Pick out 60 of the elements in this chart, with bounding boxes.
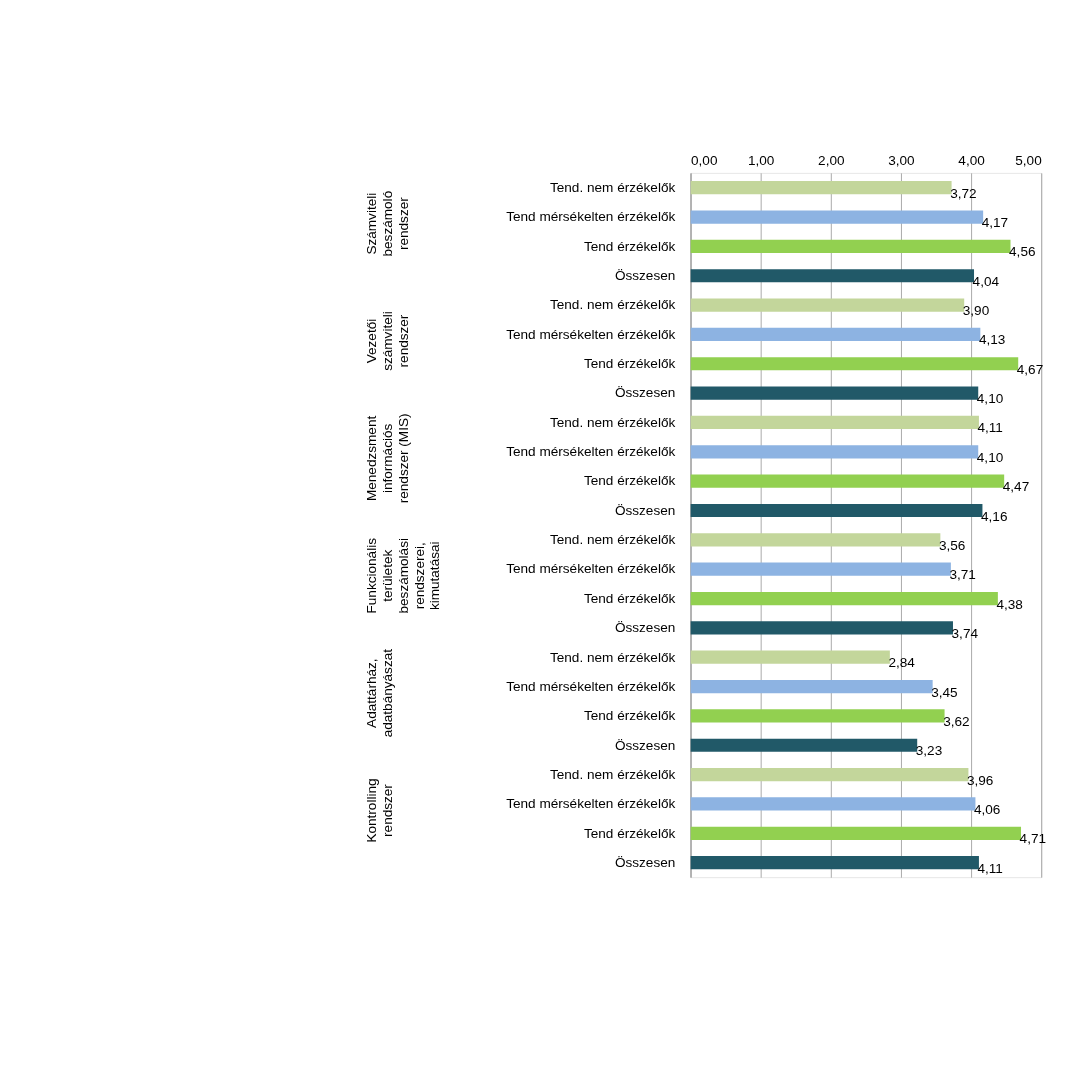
data-label: 4,06 bbox=[974, 801, 1001, 817]
data-label: 4,38 bbox=[996, 596, 1023, 612]
y-tick-label: Tend. nem érzékelők bbox=[549, 414, 676, 430]
data-label: 3,90 bbox=[962, 303, 990, 319]
data-label: 4,67 bbox=[1016, 361, 1044, 377]
y-tick-label: Tend mérsékelten érzékelők bbox=[506, 444, 676, 460]
data-label: 2,84 bbox=[888, 655, 916, 671]
text: Vezetői számviteli rendszer bbox=[364, 311, 411, 371]
y-tick-label: Tend mérsékelten érzékelők bbox=[506, 561, 676, 577]
data-label: 4,10 bbox=[976, 391, 1004, 407]
x-tick-label: 3,00 bbox=[888, 152, 916, 168]
y-tick-label: Összesen bbox=[614, 620, 676, 636]
data-label: 4,11 bbox=[977, 860, 1003, 876]
data-label: 3,74 bbox=[951, 625, 979, 641]
data-label: 4,71 bbox=[1019, 831, 1047, 847]
y-tick-label: Összesen bbox=[614, 385, 676, 401]
data-label: 4,04 bbox=[972, 273, 1000, 289]
text: Számviteli beszámoló rendszer bbox=[364, 190, 411, 257]
y-tick-label: Tend. nem érzékelők bbox=[549, 766, 676, 782]
y-tick-label: Összesen bbox=[614, 268, 676, 284]
data-label: 4,47 bbox=[1002, 479, 1030, 495]
x-tick-label: 2,00 bbox=[818, 152, 845, 168]
data-label: 3,62 bbox=[943, 713, 970, 729]
data-label: 3,56 bbox=[938, 537, 966, 553]
data-label: 4,16 bbox=[981, 508, 1008, 524]
y-tick-label: Tend. nem érzékelők bbox=[549, 297, 676, 313]
x-tick-label: 0,00 bbox=[691, 152, 718, 168]
y-tick-label: Tend. nem érzékelők bbox=[549, 180, 676, 195]
data-label: 4,11 bbox=[977, 420, 1003, 436]
data-label: 4,13 bbox=[978, 332, 1006, 348]
data-label: 3,23 bbox=[915, 743, 943, 759]
text: Funkcionális területek beszámolási rendszerei, kimutatásai bbox=[364, 537, 443, 614]
data-label: 4,56 bbox=[1009, 244, 1036, 260]
y-tick-label: Tend. nem érzékelők bbox=[549, 649, 676, 665]
y-tick-label: Tend érzékelők bbox=[583, 473, 676, 489]
y-tick-label: Tend mérsékelten érzékelők bbox=[506, 796, 676, 812]
y-tick-label: Összesen bbox=[614, 502, 676, 518]
text: Adattárház, adatbányászat bbox=[364, 648, 396, 738]
data-label: 3,72 bbox=[950, 185, 977, 201]
y-tick-label: Tend érzékelők bbox=[583, 238, 676, 254]
y-tick-label: Tend mérsékelten érzékelők bbox=[506, 678, 676, 694]
text: Menedzsment információs rendszer (MIS) bbox=[364, 413, 411, 504]
y-tick-label: Tend mérsékelten érzékelők bbox=[506, 209, 676, 225]
y-tick-label: Tend. nem érzékelők bbox=[549, 532, 676, 548]
x-tick-label: 1,00 bbox=[747, 152, 775, 168]
data-label: 4,17 bbox=[981, 215, 1009, 231]
data-label: 4,10 bbox=[976, 449, 1004, 465]
data-label: 3,71 bbox=[949, 567, 976, 583]
y-tick-label: Tend mérsékelten érzékelők bbox=[506, 326, 676, 342]
y-tick-label: Összesen bbox=[614, 737, 676, 753]
y-tick-label: Tend érzékelők bbox=[583, 590, 676, 606]
text: Kontrolling rendszer bbox=[364, 778, 396, 843]
y-tick-label: Tend érzékelők bbox=[583, 356, 676, 372]
y-tick-label: Összesen bbox=[614, 854, 676, 870]
x-tick-label: 5,00 bbox=[1015, 152, 1043, 168]
y-tick-label: Tend érzékelők bbox=[583, 708, 676, 724]
x-tick-label: 4,00 bbox=[958, 152, 986, 168]
data-label: 3,45 bbox=[931, 684, 958, 700]
data-label: 3,96 bbox=[966, 772, 994, 788]
y-tick-label: Tend érzékelők bbox=[583, 825, 676, 841]
